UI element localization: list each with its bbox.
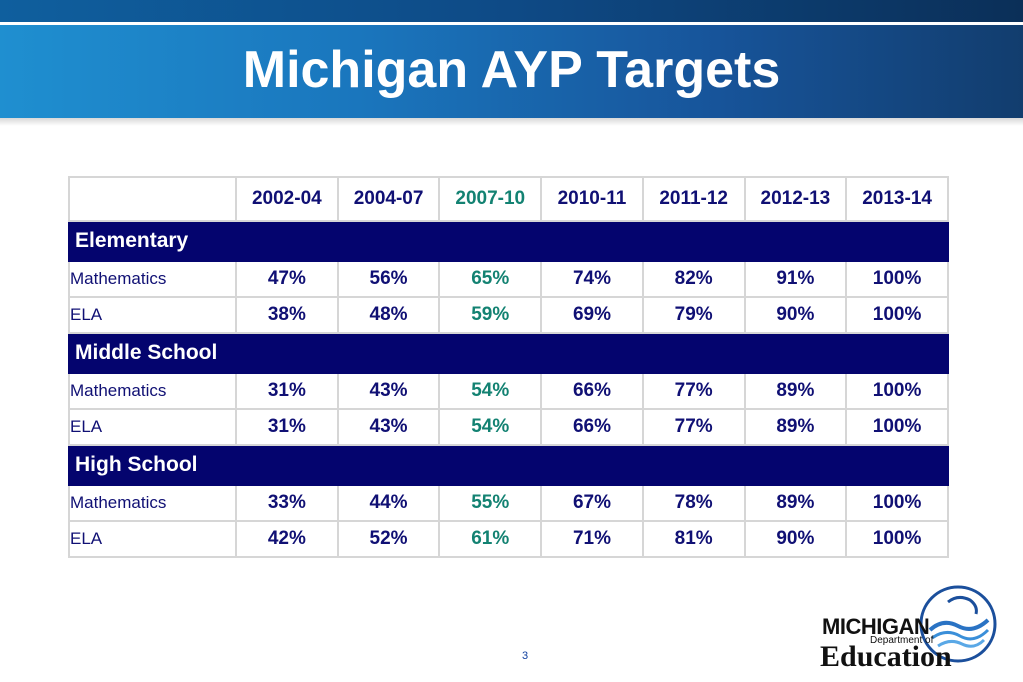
target-value: 89%: [743, 372, 848, 410]
target-value: 66%: [540, 372, 644, 410]
table-row: Mathematics 31% 43% 54% 66% 77% 89% 100%: [68, 372, 949, 410]
target-value: 31%: [235, 408, 339, 446]
section-row-middle-school: Middle School: [68, 332, 949, 374]
column-header: 2011-12: [641, 176, 746, 222]
column-header: 2012-13: [743, 176, 848, 222]
target-value: 33%: [235, 484, 339, 522]
column-header: 2013-14: [845, 176, 949, 222]
target-value: 47%: [235, 260, 339, 298]
column-header: 2004-07: [336, 176, 441, 222]
target-value: 43%: [336, 372, 441, 410]
michigan-education-logo: MICHIGAN Department of Education: [818, 584, 1000, 673]
table-row: ELA 31% 43% 54% 66% 77% 89% 100%: [68, 408, 949, 446]
target-value: 48%: [336, 296, 441, 334]
logo-line-education: Education: [820, 640, 952, 673]
target-value: 52%: [336, 520, 441, 558]
target-value-highlighted: 61%: [438, 520, 543, 558]
target-value: 100%: [845, 408, 949, 446]
logo-line-department: Department of: [870, 635, 934, 646]
target-value: 77%: [641, 372, 746, 410]
target-value: 82%: [641, 260, 746, 298]
subject-label: ELA: [68, 408, 237, 446]
target-value: 100%: [845, 372, 949, 410]
subject-label: Mathematics: [68, 260, 237, 298]
target-value: 81%: [641, 520, 746, 558]
subject-label: Mathematics: [68, 372, 237, 410]
ayp-targets-table: 2002-04 2004-07 2007-10 2010-11 2011-12 …: [68, 176, 949, 558]
target-value: 100%: [845, 484, 949, 522]
subject-label: ELA: [68, 520, 237, 558]
column-header: 2002-04: [235, 176, 339, 222]
target-value: 71%: [540, 520, 644, 558]
page-number: 3: [521, 650, 529, 662]
table-row: Mathematics 33% 44% 55% 67% 78% 89% 100%: [68, 484, 949, 522]
target-value: 31%: [235, 372, 339, 410]
target-value-highlighted: 54%: [438, 408, 543, 446]
target-value: 43%: [336, 408, 441, 446]
target-value: 91%: [743, 260, 848, 298]
target-value: 77%: [641, 408, 746, 446]
title-banner: Michigan AYP Targets: [0, 0, 1023, 120]
target-value-highlighted: 59%: [438, 296, 543, 334]
target-value: 90%: [743, 296, 848, 334]
title-banner-shadow: [0, 118, 1023, 126]
slide-title: Michigan AYP Targets: [242, 41, 781, 99]
target-value-highlighted: 54%: [438, 372, 543, 410]
title-banner-stripe: [0, 0, 1023, 25]
target-value: 100%: [845, 260, 949, 298]
target-value: 67%: [540, 484, 644, 522]
logo-line-michigan: MICHIGAN: [822, 614, 930, 639]
section-row-elementary: Elementary: [68, 220, 949, 262]
target-value: 38%: [235, 296, 339, 334]
target-value-highlighted: 55%: [438, 484, 543, 522]
section-row-high-school: High School: [68, 444, 949, 486]
header-row: 2002-04 2004-07 2007-10 2010-11 2011-12 …: [68, 176, 949, 222]
target-value: 69%: [540, 296, 644, 334]
target-value: 44%: [336, 484, 441, 522]
section-label: Middle School: [68, 332, 949, 374]
target-value: 74%: [540, 260, 644, 298]
header-corner-cell: [68, 176, 237, 222]
target-value: 56%: [336, 260, 441, 298]
target-value: 79%: [641, 296, 746, 334]
column-header: 2010-11: [540, 176, 644, 222]
table-row: ELA 42% 52% 61% 71% 81% 90% 100%: [68, 520, 949, 558]
target-value-highlighted: 65%: [438, 260, 543, 298]
target-value: 78%: [641, 484, 746, 522]
section-label: Elementary: [68, 220, 949, 262]
subject-label: ELA: [68, 296, 237, 334]
table-row: ELA 38% 48% 59% 69% 79% 90% 100%: [68, 296, 949, 334]
target-value: 42%: [235, 520, 339, 558]
target-value: 100%: [845, 520, 949, 558]
subject-label: Mathematics: [68, 484, 237, 522]
target-value: 90%: [743, 520, 848, 558]
section-label: High School: [68, 444, 949, 486]
column-header-highlighted: 2007-10: [438, 176, 543, 222]
target-value: 66%: [540, 408, 644, 446]
state-seal-icon: [919, 585, 997, 663]
target-value: 89%: [743, 484, 848, 522]
target-value: 100%: [845, 296, 949, 334]
table-row: Mathematics 47% 56% 65% 74% 82% 91% 100%: [68, 260, 949, 298]
target-value: 89%: [743, 408, 848, 446]
